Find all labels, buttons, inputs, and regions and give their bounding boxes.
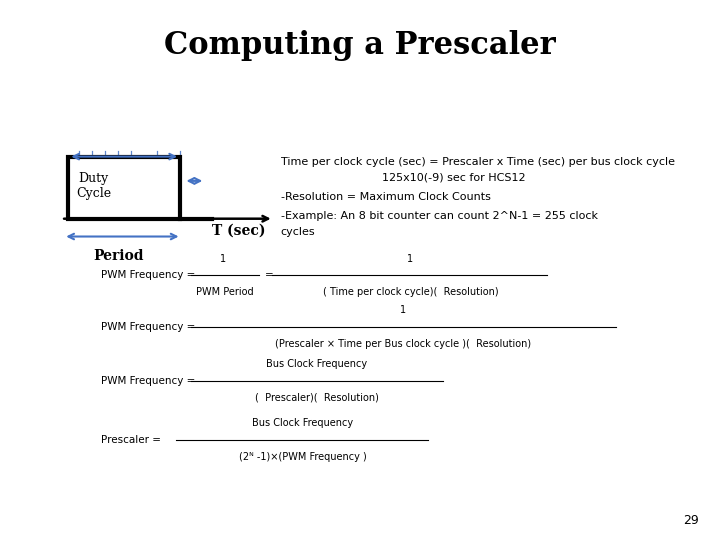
Text: Computing a Prescaler: Computing a Prescaler [164, 30, 556, 60]
Text: Duty
Cycle: Duty Cycle [76, 172, 111, 200]
Text: =: = [265, 271, 274, 280]
Text: -Resolution = Maximum Clock Counts: -Resolution = Maximum Clock Counts [281, 192, 490, 202]
Text: (  Prescaler)(  Resolution): ( Prescaler)( Resolution) [255, 393, 379, 403]
Text: PWM Period: PWM Period [196, 287, 253, 298]
Text: Bus Clock Frequency: Bus Clock Frequency [266, 359, 367, 369]
Text: -Example: An 8 bit counter can count 2^N-1 = 255 clock: -Example: An 8 bit counter can count 2^N… [281, 211, 598, 221]
Text: 125x10(-9) sec for HCS12: 125x10(-9) sec for HCS12 [382, 172, 525, 182]
Text: PWM Frequency =: PWM Frequency = [101, 376, 199, 386]
Text: Period: Period [94, 249, 144, 264]
Text: PWM Frequency =: PWM Frequency = [101, 271, 199, 280]
Text: 1: 1 [400, 305, 406, 315]
Text: ( Time per clock cycle)(  Resolution): ( Time per clock cycle)( Resolution) [323, 287, 498, 298]
Bar [68, 157, 180, 219]
Text: Time per clock cycle (sec) = Prescaler x Time (sec) per bus clock cycle: Time per clock cycle (sec) = Prescaler x… [281, 157, 675, 167]
Text: 1: 1 [220, 253, 226, 264]
Text: (2ᴺ -1)×(PWM Frequency ): (2ᴺ -1)×(PWM Frequency ) [238, 452, 366, 462]
Text: Bus Clock Frequency: Bus Clock Frequency [252, 418, 353, 428]
Text: PWM Frequency =: PWM Frequency = [101, 322, 199, 332]
Text: 29: 29 [683, 514, 698, 526]
Text: T (sec): T (sec) [212, 224, 266, 238]
Text: Prescaler =: Prescaler = [101, 435, 164, 445]
Text: 1: 1 [408, 253, 413, 264]
Text: (Prescaler × Time per Bus clock cycle )(  Resolution): (Prescaler × Time per Bus clock cycle )(… [275, 339, 531, 349]
Text: cycles: cycles [281, 227, 315, 237]
